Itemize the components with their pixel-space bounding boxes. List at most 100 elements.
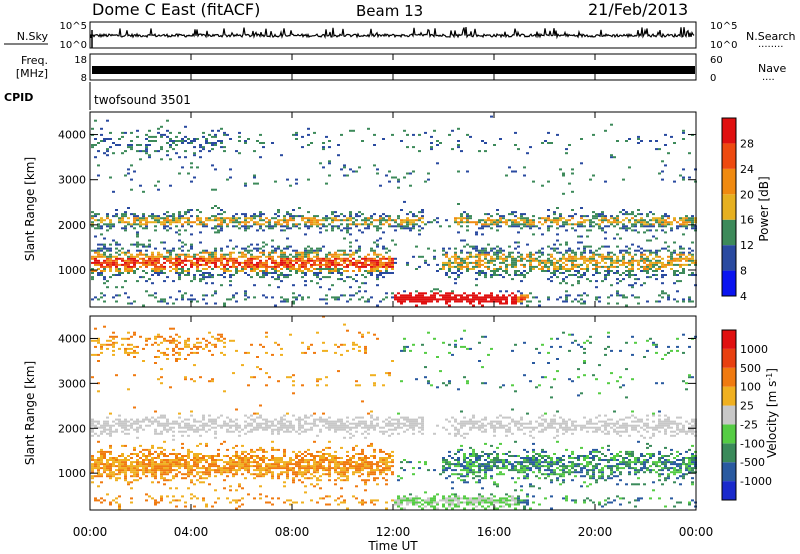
heatmap-cell	[496, 257, 499, 260]
heatmap-cell	[517, 217, 520, 220]
heatmap-cell	[253, 213, 256, 216]
heatmap-cell	[172, 349, 175, 352]
heatmap-cell	[322, 467, 325, 470]
heatmap-cell	[211, 142, 214, 144]
heatmap-cell	[460, 300, 463, 303]
heatmap-cell	[100, 343, 103, 346]
heatmap-cell	[283, 501, 286, 504]
heatmap-cell	[112, 341, 115, 344]
heatmap-cell	[160, 461, 163, 464]
heatmap-cell	[109, 446, 112, 449]
heatmap-cell	[100, 430, 103, 433]
heatmap-cell	[118, 138, 121, 140]
heatmap-cell	[256, 457, 259, 459]
heatmap-cell	[511, 265, 514, 268]
heatmap-cell	[568, 215, 571, 218]
heatmap-cell	[145, 146, 148, 149]
heatmap-cell	[163, 424, 166, 427]
heatmap-cell	[274, 463, 277, 466]
heatmap-cell	[379, 253, 382, 256]
heatmap-cell	[250, 461, 253, 464]
heatmap-cell	[532, 233, 535, 236]
heatmap-cell	[169, 426, 172, 429]
heatmap-cell	[403, 227, 406, 230]
heatmap-cell	[160, 125, 163, 128]
heatmap-cell	[253, 255, 256, 258]
heatmap-cell	[274, 217, 277, 220]
heatmap-cell	[616, 290, 619, 293]
heatmap-cell	[598, 265, 601, 268]
heatmap-cell	[211, 227, 214, 230]
heatmap-cell	[166, 339, 169, 342]
heatmap-cell	[286, 471, 289, 474]
heatmap-cell	[106, 473, 109, 476]
heatmap-cell	[349, 253, 352, 256]
heatmap-cell	[202, 497, 205, 500]
heatmap-cell	[154, 296, 157, 299]
heatmap-cell	[244, 432, 247, 435]
heatmap-cell	[124, 432, 127, 435]
heatmap-cell	[193, 457, 196, 459]
heatmap-cell	[523, 294, 526, 297]
heatmap-cell	[337, 471, 340, 474]
heatmap-cell	[304, 259, 307, 262]
heatmap-cell	[646, 300, 649, 303]
heatmap-cell	[466, 219, 469, 222]
heatmap-cell	[316, 249, 319, 252]
heatmap-cell	[277, 475, 280, 478]
heatmap-cell	[412, 255, 415, 258]
heatmap-cell	[109, 247, 112, 250]
heatmap-cell	[235, 408, 238, 411]
heatmap-cell	[565, 259, 568, 262]
heatmap-cell	[130, 426, 133, 429]
heatmap-cell	[532, 180, 535, 183]
heatmap-cell	[187, 138, 190, 140]
heatmap-cell	[286, 376, 289, 379]
heatmap-cell	[214, 247, 217, 250]
heatmap-cell	[265, 268, 268, 270]
heatmap-cell	[193, 430, 196, 433]
heatmap-cell	[130, 424, 133, 427]
heatmap-cell	[577, 257, 580, 260]
heatmap-cell	[268, 219, 271, 222]
colorbar-segment	[722, 219, 736, 246]
heatmap-cell	[544, 270, 547, 272]
heatmap-cell	[91, 223, 94, 226]
heatmap-cell	[490, 215, 493, 218]
heatmap-cell	[127, 168, 130, 171]
heatmap-cell	[202, 422, 205, 425]
heatmap-cell	[91, 225, 94, 228]
heatmap-cell	[97, 420, 100, 423]
heatmap-cell	[178, 422, 181, 425]
heatmap-cell	[670, 227, 673, 230]
heatmap-cell	[505, 263, 508, 266]
heatmap-cell	[208, 259, 211, 262]
heatmap-cell	[595, 272, 598, 274]
heatmap-cell	[145, 499, 148, 502]
heatmap-cell	[547, 229, 550, 232]
heatmap-cell	[118, 347, 121, 350]
heatmap-cell	[490, 300, 493, 303]
heatmap-cell	[94, 339, 97, 342]
heatmap-cell	[136, 261, 139, 264]
heatmap-cell	[499, 268, 502, 270]
heatmap-cell	[160, 351, 163, 354]
heatmap-cell	[190, 428, 193, 431]
heatmap-cell	[634, 296, 637, 299]
heatmap-cell	[523, 276, 526, 279]
heatmap-cell	[226, 461, 229, 464]
heatmap-cell	[169, 327, 172, 330]
heatmap-cell	[121, 467, 124, 470]
heatmap-cell	[259, 473, 262, 476]
heatmap-cell	[481, 223, 484, 226]
heatmap-cell	[436, 162, 439, 165]
heatmap-cell	[652, 257, 655, 260]
heatmap-cell	[169, 339, 172, 342]
heatmap-cell	[604, 225, 607, 228]
heatmap-cell	[484, 276, 487, 279]
heatmap-cell	[373, 270, 376, 272]
heatmap-cell	[358, 215, 361, 218]
heatmap-cell	[502, 270, 505, 272]
heatmap-cell	[130, 188, 133, 191]
heatmap-cell	[220, 333, 223, 336]
